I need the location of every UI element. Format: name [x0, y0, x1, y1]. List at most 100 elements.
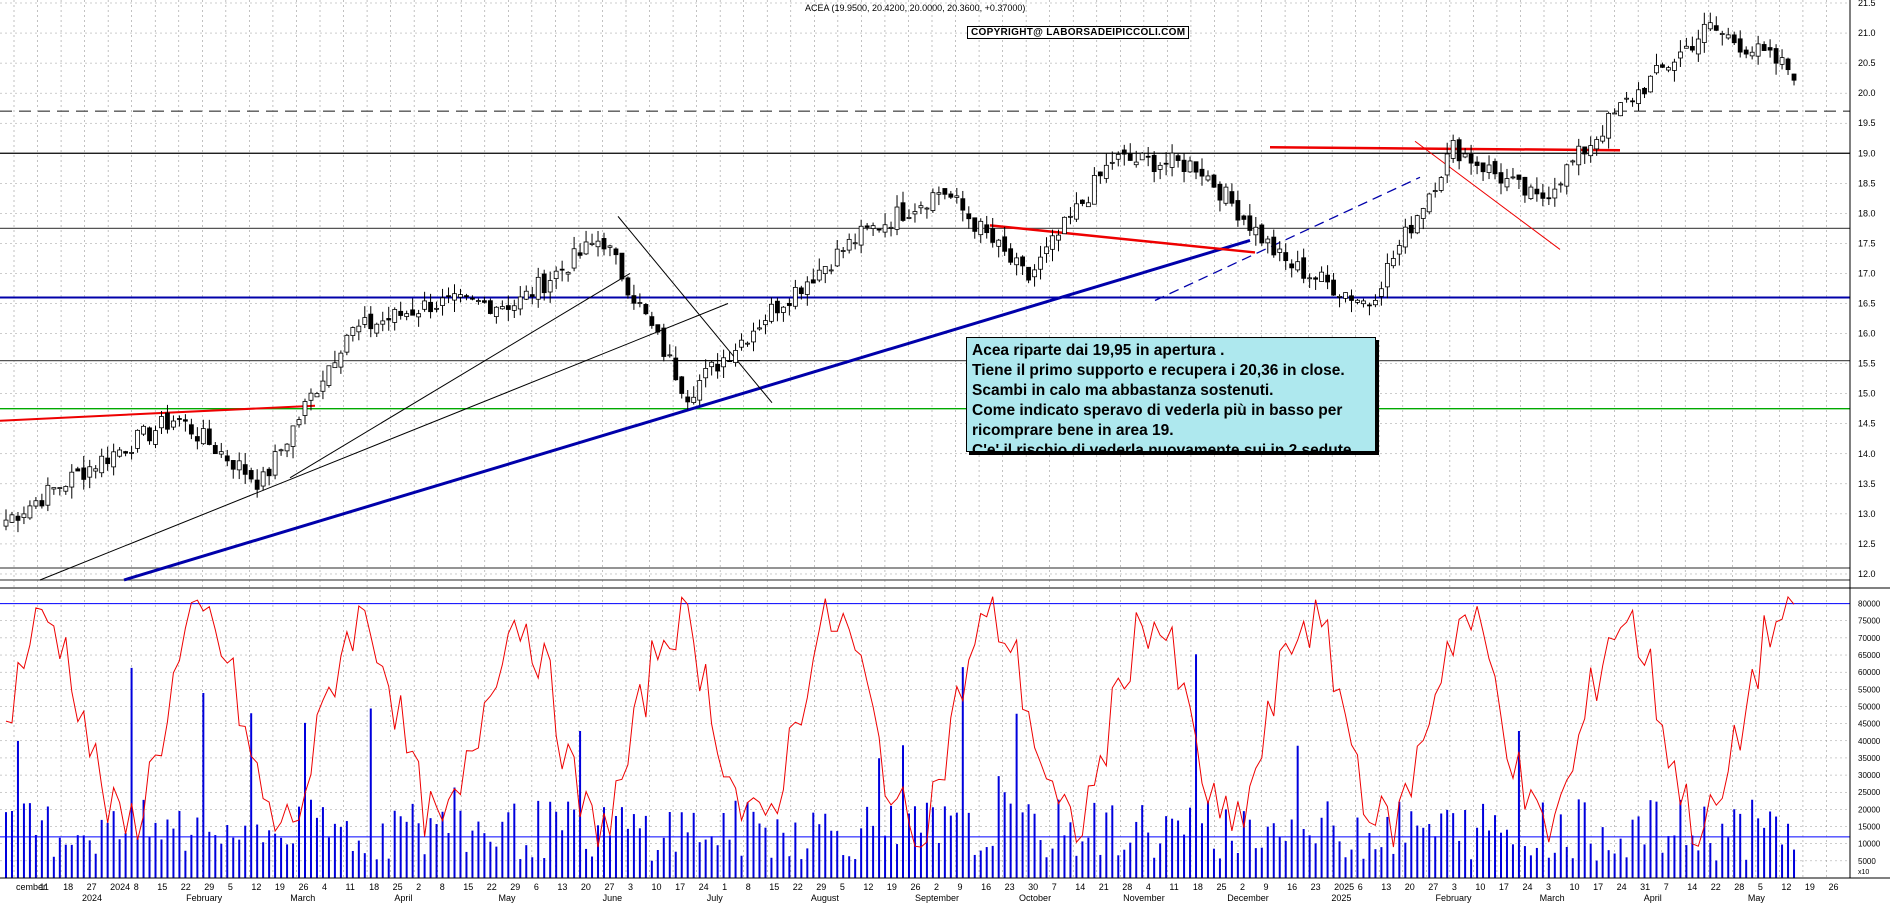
x-tick-label: 29 — [816, 882, 826, 892]
x-tick-label: 14 — [1075, 882, 1085, 892]
candle-body — [1689, 46, 1695, 51]
x-tick-label: 9 — [1264, 882, 1269, 892]
month-label: September — [915, 893, 959, 903]
candle-body — [314, 393, 320, 398]
candle-body — [487, 300, 493, 314]
candle-body — [1187, 160, 1193, 173]
candle-body — [1456, 139, 1462, 162]
month-label: July — [707, 893, 724, 903]
candle-body — [1713, 25, 1719, 31]
candle-body — [1660, 64, 1665, 68]
candle-body — [135, 429, 140, 449]
candle-body — [242, 464, 248, 475]
x-tick-label: 10 — [1475, 882, 1485, 892]
candle-body — [200, 428, 206, 445]
candle-body — [1396, 245, 1402, 255]
y-tick-label: 12.0 — [1858, 569, 1876, 579]
candle-body — [918, 205, 924, 209]
x-tick-label: 14 — [1687, 882, 1697, 892]
x-tick-label: 7 — [1664, 882, 1669, 892]
candle-body — [673, 357, 679, 381]
candle-body — [3, 519, 9, 527]
candle-body — [1193, 161, 1199, 173]
candle-body — [212, 445, 218, 455]
candle-body — [685, 396, 691, 403]
candle-body — [547, 280, 553, 293]
candle-body — [1199, 168, 1205, 177]
y-axis-labels: 21.5 21.0 20.5 20.0 19.5 19.0 18.5 18.0 17.5 17.0… — [1858, 0, 1881, 876]
x-tick-label: 1 — [722, 882, 727, 892]
candle-body — [111, 451, 117, 468]
candle-body — [613, 248, 619, 256]
candle-body — [1205, 175, 1211, 181]
candle-body — [458, 294, 463, 298]
candle-body — [1719, 33, 1725, 35]
candle-body — [159, 416, 164, 429]
oscillator-line — [5, 595, 1795, 848]
trendlines — [0, 140, 1621, 582]
candle-body — [476, 300, 481, 302]
x-tick-label: 29 — [510, 882, 520, 892]
x-tick-label: 11 — [346, 882, 355, 892]
y-tick-label: 20000 — [1858, 805, 1881, 814]
y-tick-label: 13.5 — [1858, 479, 1876, 489]
candle-body — [1115, 153, 1121, 160]
candle-body — [230, 460, 236, 470]
horizontal-levels — [0, 110, 1850, 581]
candle-body — [1361, 300, 1366, 305]
trendline-red — [1269, 146, 1621, 152]
x-tick-label: 20 — [581, 882, 591, 892]
y-tick-label: 15000 — [1858, 823, 1881, 832]
candle-body — [1002, 236, 1008, 252]
x-tick-label: 27 — [1428, 882, 1438, 892]
candle-body — [625, 277, 631, 296]
candle-body — [45, 484, 51, 506]
candle-body — [296, 419, 302, 426]
candle-body — [1163, 162, 1169, 165]
month-label: June — [603, 893, 623, 903]
x-tick-label: 26 — [1828, 882, 1838, 892]
candle-body — [1062, 216, 1067, 235]
candle-body — [1516, 174, 1522, 180]
x-tick-label: 22 — [181, 882, 191, 892]
candle-body — [188, 424, 194, 435]
candle-body — [344, 334, 350, 353]
candle-body — [828, 269, 834, 272]
analysis-note: Acea riparte dai 19,95 in apertura . Tie… — [966, 337, 1376, 452]
candle-body — [308, 392, 314, 401]
note-line: ricomprare bene in area 19. — [972, 422, 1174, 439]
candle-body — [75, 468, 81, 472]
candle-body — [434, 307, 439, 310]
candle-body — [637, 302, 643, 304]
y-tick-label: 19.5 — [1858, 118, 1876, 128]
candle-body — [1307, 277, 1313, 280]
candle-body — [1707, 22, 1713, 30]
candle-body — [141, 425, 146, 435]
y-tick-label: 55000 — [1858, 685, 1881, 694]
candle-body — [1420, 208, 1426, 219]
candle-body — [1032, 269, 1037, 278]
candle-body — [589, 242, 595, 245]
x-tick-label: 17 — [1593, 882, 1603, 892]
x-tick-label: 13 — [557, 882, 567, 892]
y-tick-label: 15.5 — [1858, 359, 1876, 369]
candle-body — [1367, 304, 1372, 307]
candle-body — [392, 309, 398, 323]
candle-body — [1253, 226, 1259, 236]
candle-body — [900, 202, 906, 221]
candle-body — [1295, 261, 1301, 271]
note-line: Scambi in calo ma abbastanza sostenuti. — [972, 382, 1274, 399]
y-tick-label: 40000 — [1858, 737, 1881, 746]
candle-body — [864, 225, 870, 228]
candle-body — [422, 300, 428, 310]
candle-body — [1791, 73, 1797, 81]
candle-body — [218, 451, 224, 455]
candle-body — [51, 487, 57, 490]
oscillator-line — [5, 595, 1795, 848]
x-tick-label: 18 — [1193, 882, 1203, 892]
candle-body — [1151, 154, 1157, 173]
month-label: 2025 — [1331, 893, 1351, 903]
candle-body — [1672, 61, 1677, 71]
candle-body — [105, 457, 111, 465]
candle-body — [1014, 257, 1020, 266]
